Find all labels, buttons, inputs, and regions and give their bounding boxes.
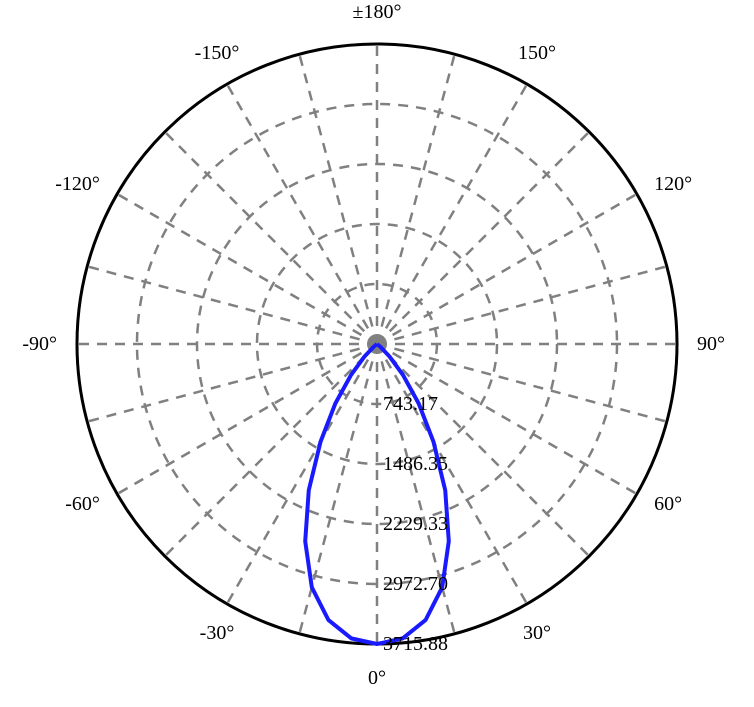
grid-ray [227,84,377,344]
angle-label: 90° [697,333,725,355]
angle-label: 30° [523,622,551,644]
grid-ray [87,266,377,344]
angle-label: -60° [65,493,100,515]
angle-label: 120° [654,173,692,195]
angle-label: 60° [654,493,682,515]
grid-ray [377,266,667,344]
angle-label: -30° [200,622,235,644]
grid-ray [377,84,527,344]
grid-ray [377,132,589,344]
radial-tick-label: 3715.88 [383,633,448,655]
grid-ray [165,132,377,344]
radial-tick-label: 2229.33 [383,513,448,535]
radial-tick-label: 743.17 [383,393,438,415]
angle-label: ±180° [353,1,402,23]
polar-chart: 743.17 1486.35 2229.33 2972.70 3715.88 ±180° -… [0,0,754,707]
radial-tick-label: 1486.35 [383,453,448,475]
radial-tick-label: 2972.70 [383,573,448,595]
angle-label: 0° [368,667,386,689]
grid-ray [117,344,377,494]
grid-ray [227,344,377,604]
grid-ray [377,194,637,344]
angle-label: 150° [518,42,556,64]
grid-ray [299,54,377,344]
grid-ray [165,344,377,556]
angle-label: -90° [22,333,57,355]
angle-label: -120° [55,173,100,195]
grid-ray [117,194,377,344]
grid-ray [377,54,455,344]
angle-label: -150° [195,42,240,64]
